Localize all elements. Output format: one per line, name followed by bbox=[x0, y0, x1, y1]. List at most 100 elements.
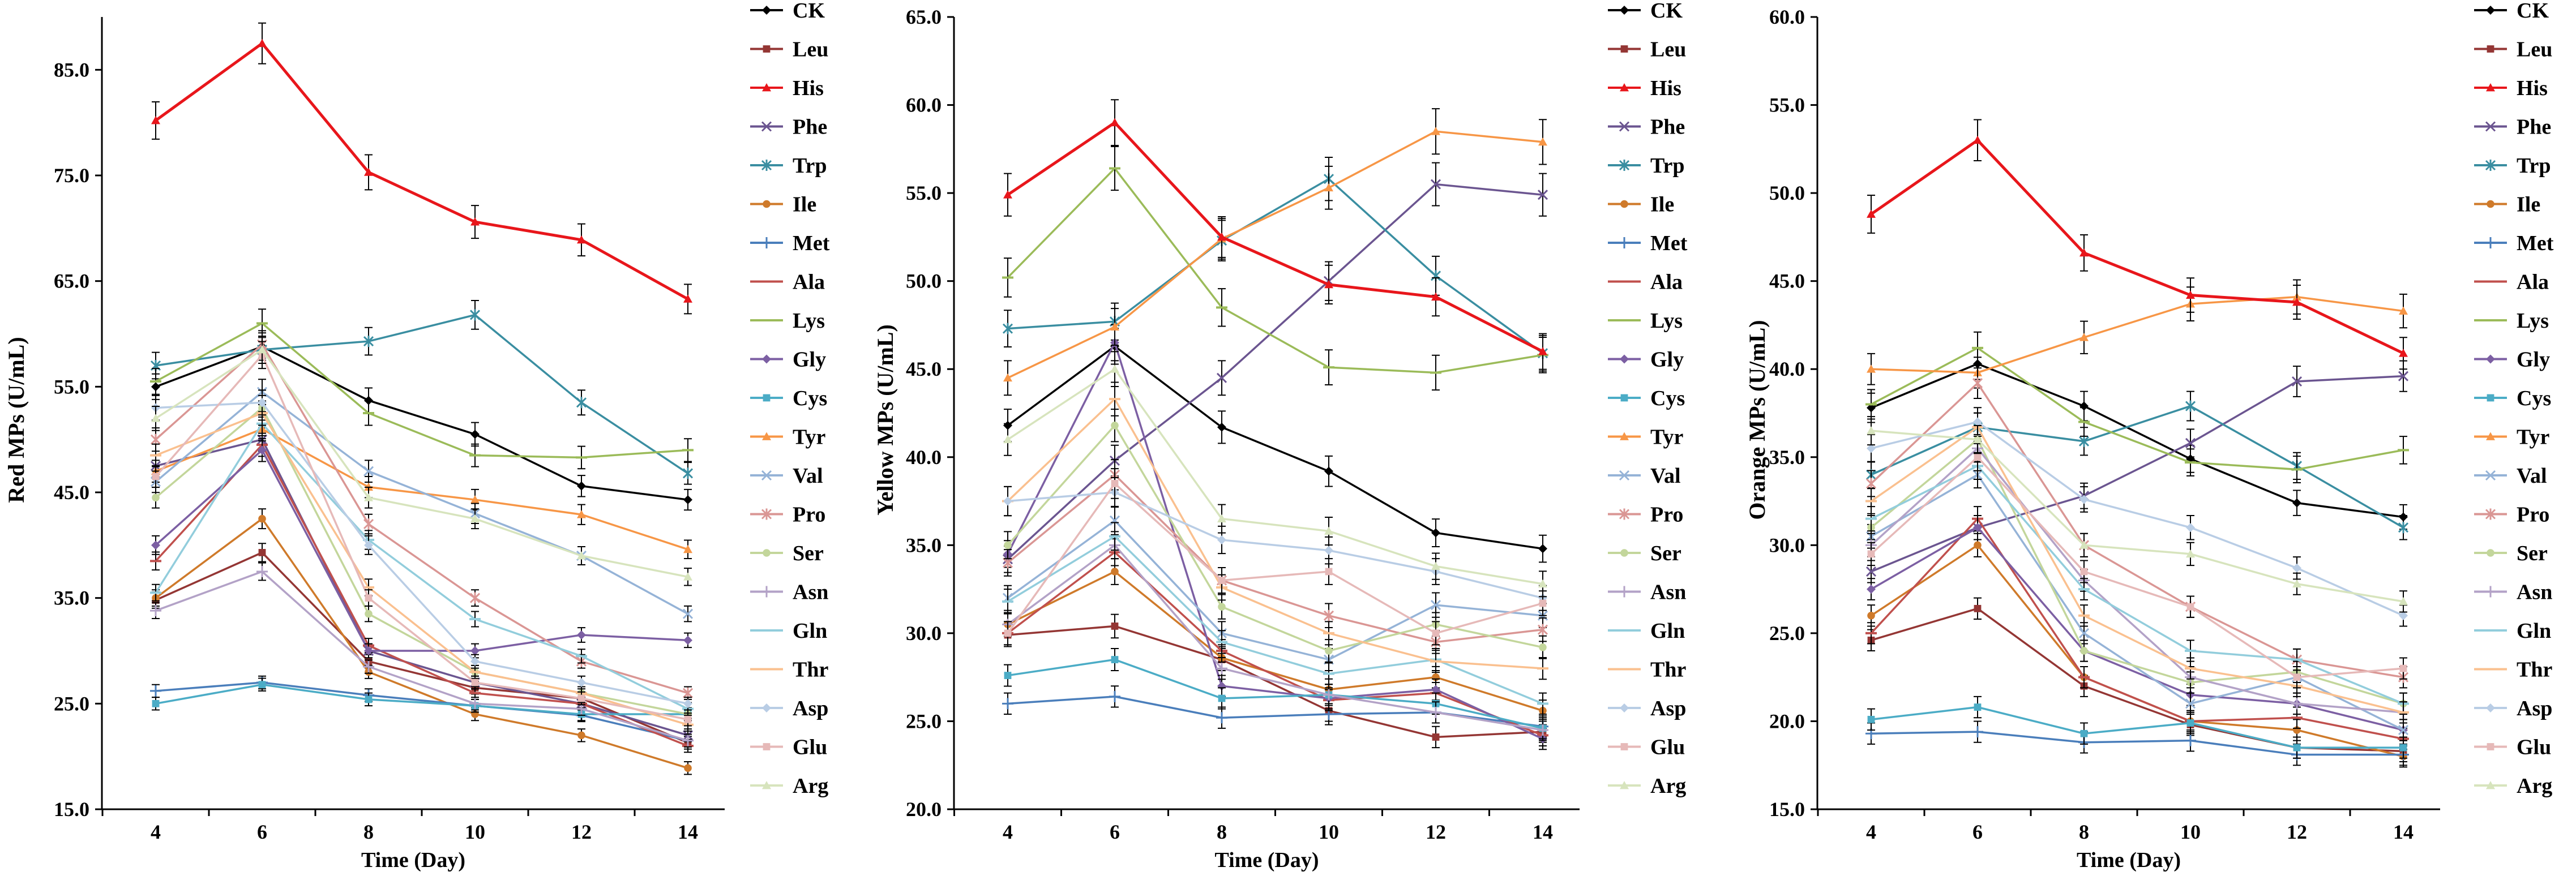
legend-label: Glu bbox=[2517, 736, 2551, 759]
data-point-ck bbox=[1431, 528, 1440, 538]
series-line-thr bbox=[1007, 397, 1543, 669]
series-line-cys bbox=[1007, 658, 1543, 729]
data-point-gly bbox=[1431, 685, 1440, 694]
legend-label: Leu bbox=[1650, 38, 1686, 62]
y-tick-label: 60.0 bbox=[1769, 6, 1805, 28]
data-point-ser bbox=[1325, 647, 1333, 655]
legend-item-his: His bbox=[750, 76, 824, 100]
series-glu bbox=[1004, 468, 1547, 646]
legend-label: Ala bbox=[793, 271, 825, 294]
y-tick-label: 35.0 bbox=[1769, 446, 1805, 469]
data-point-ck bbox=[577, 481, 586, 491]
legend-marker bbox=[763, 743, 771, 750]
legend-label: Phe bbox=[1650, 115, 1685, 139]
legend-label: Cys bbox=[1650, 387, 1685, 410]
data-point-phe bbox=[2291, 376, 2303, 387]
series-his bbox=[151, 22, 692, 315]
legend-marker bbox=[763, 200, 771, 208]
legend-item-gly: Gly bbox=[750, 348, 826, 372]
legend-marker bbox=[1619, 121, 1630, 132]
legend-label: Cys bbox=[2517, 387, 2551, 410]
data-point-tyr bbox=[364, 482, 373, 491]
x-tick-label: 12 bbox=[2287, 821, 2307, 843]
data-point-arg bbox=[1324, 526, 1333, 535]
legend-item-glu: Glu bbox=[2474, 736, 2551, 759]
data-point-val bbox=[2398, 724, 2409, 736]
legend-item-glu: Glu bbox=[1608, 736, 1685, 759]
data-point-asp bbox=[1973, 417, 1982, 427]
legend-label: CK bbox=[2517, 0, 2549, 23]
data-point-asn bbox=[1216, 663, 1227, 675]
legend-label: Asp bbox=[793, 697, 828, 720]
legend-item-asn: Asn bbox=[1608, 581, 1686, 604]
legend-item-val: Val bbox=[750, 464, 823, 488]
data-point-cys bbox=[152, 699, 160, 707]
legend-item-tyr: Tyr bbox=[750, 426, 826, 449]
legend-item-gly: Gly bbox=[2474, 348, 2550, 372]
data-point-ile bbox=[577, 731, 585, 740]
data-point-ser bbox=[2080, 647, 2088, 655]
data-point-phe bbox=[1430, 179, 1441, 190]
legend-marker bbox=[763, 45, 771, 53]
data-point-glu bbox=[577, 694, 585, 702]
legend-marker bbox=[2485, 508, 2496, 520]
data-point-ser bbox=[1218, 603, 1226, 611]
y-tick-label: 60.0 bbox=[906, 94, 942, 117]
legend-label: Val bbox=[1650, 464, 1681, 488]
series-line-his bbox=[1870, 138, 2404, 355]
legend-item-glu: Glu bbox=[750, 736, 827, 759]
legend-label: Glu bbox=[793, 736, 827, 759]
legend-item-ile: Ile bbox=[2474, 193, 2540, 217]
y-tick-label: 25.0 bbox=[54, 692, 89, 715]
legend-item-ck: CK bbox=[2474, 0, 2549, 23]
legend-label: Val bbox=[2517, 464, 2547, 488]
legend-label: Ile bbox=[1650, 193, 1674, 217]
series-asp bbox=[151, 389, 692, 711]
x-tick-label: 14 bbox=[2393, 821, 2414, 843]
legend-label: Cys bbox=[793, 387, 827, 410]
legend-label: Met bbox=[2517, 231, 2554, 255]
legend-marker bbox=[2486, 354, 2495, 364]
legend-marker bbox=[2485, 160, 2496, 171]
x-axis-label: Time (Day) bbox=[361, 848, 465, 872]
y-tick-label: 25.0 bbox=[1769, 622, 1805, 645]
data-point-ile bbox=[1111, 568, 1119, 576]
legend-marker bbox=[2486, 703, 2495, 712]
y-tick-label: 50.0 bbox=[906, 270, 942, 293]
y-tick-label: 55.0 bbox=[54, 375, 89, 398]
legend-marker bbox=[2485, 470, 2496, 481]
data-point-tyr bbox=[577, 510, 586, 518]
data-point-ser bbox=[1004, 541, 1012, 550]
legend-item-met: Met bbox=[2474, 231, 2554, 255]
x-tick-label: 10 bbox=[2180, 821, 2201, 843]
data-point-val bbox=[682, 608, 694, 619]
data-point-his bbox=[1431, 292, 1440, 301]
data-point-trp bbox=[2398, 522, 2409, 534]
data-point-glu bbox=[684, 715, 692, 723]
data-point-asp bbox=[258, 398, 267, 407]
data-point-ck bbox=[470, 430, 480, 439]
legend-label: Asn bbox=[793, 581, 828, 604]
legend-item-ala: Ala bbox=[750, 271, 825, 294]
series-asp bbox=[1003, 477, 1547, 611]
series-line-gly bbox=[155, 448, 688, 652]
y-tick-label: 40.0 bbox=[1769, 358, 1805, 380]
y-tick-label: 40.0 bbox=[906, 446, 942, 469]
data-point-asn bbox=[469, 698, 481, 710]
x-tick-label: 6 bbox=[1972, 821, 1983, 843]
y-tick-label: 35.0 bbox=[54, 587, 89, 609]
data-point-gly bbox=[577, 630, 586, 639]
data-point-val bbox=[2078, 628, 2090, 638]
series-line-val bbox=[155, 390, 688, 615]
series-lys bbox=[150, 308, 694, 470]
data-point-met bbox=[1109, 690, 1120, 702]
legend-item-gln: Gln bbox=[750, 619, 827, 643]
legend-item-asn: Asn bbox=[2474, 581, 2552, 604]
legend-marker bbox=[2487, 45, 2494, 53]
legend-item-his: His bbox=[2474, 76, 2548, 100]
data-point-cys bbox=[2293, 744, 2301, 752]
series-line-pro bbox=[1007, 473, 1543, 643]
data-point-val bbox=[1430, 600, 1441, 611]
data-point-trp bbox=[682, 467, 694, 479]
series-line-his bbox=[155, 41, 689, 301]
